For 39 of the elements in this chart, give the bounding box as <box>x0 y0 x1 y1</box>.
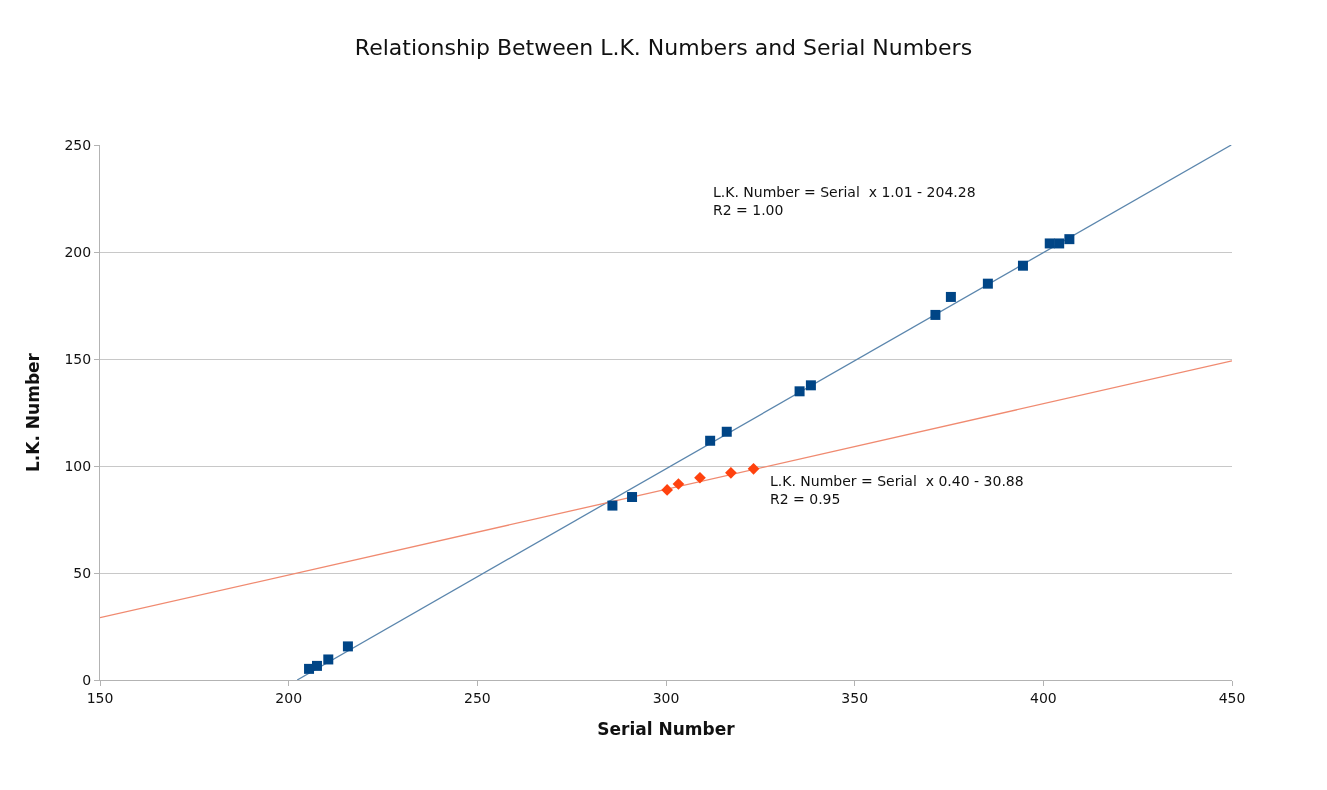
x-tick-label: 300 <box>652 689 680 706</box>
y-axis-title: L.K. Number <box>23 352 44 472</box>
x-tick-label: 450 <box>1218 689 1246 706</box>
point <box>311 660 322 671</box>
point <box>721 426 732 437</box>
point <box>1064 234 1075 245</box>
point <box>672 478 685 490</box>
point <box>794 386 805 397</box>
x-tick-label: 250 <box>463 689 491 706</box>
x-tick-label: 200 <box>275 689 303 706</box>
y-tick-label: 250 <box>64 136 92 153</box>
point <box>607 500 618 511</box>
y-tick-label: 150 <box>64 350 92 367</box>
point <box>694 471 706 484</box>
point <box>705 435 716 446</box>
y-tick-label: 200 <box>64 243 92 260</box>
x-axis-title: Serial Number <box>597 719 736 740</box>
point <box>1054 238 1065 249</box>
x-tick-label: 150 <box>86 689 114 706</box>
x-tick-label: 400 <box>1029 689 1057 706</box>
point <box>805 380 816 391</box>
point <box>1044 238 1055 249</box>
point <box>982 278 993 289</box>
point <box>342 641 353 652</box>
x-tick-label: 350 <box>841 689 869 706</box>
chart-title: Relationship Between L.K. Numbers and Serial Numbers <box>354 34 973 60</box>
point <box>661 484 673 496</box>
y-tick-label: 50 <box>73 564 92 581</box>
annotation: L.K. Number = Serial x 0.40 - 30.88 R2 = 0.95 <box>770 473 1024 508</box>
point <box>627 492 638 503</box>
point <box>725 467 737 479</box>
point <box>945 291 956 302</box>
point <box>747 462 760 475</box>
y-tick-label: 100 <box>64 457 92 474</box>
point <box>1017 260 1028 271</box>
point <box>930 309 941 320</box>
y-tick-label: 0 <box>82 671 92 688</box>
point <box>323 654 334 665</box>
annotation: L.K. Number = Serial x 1.01 - 204.28 R2 = 1.00 <box>713 184 976 219</box>
